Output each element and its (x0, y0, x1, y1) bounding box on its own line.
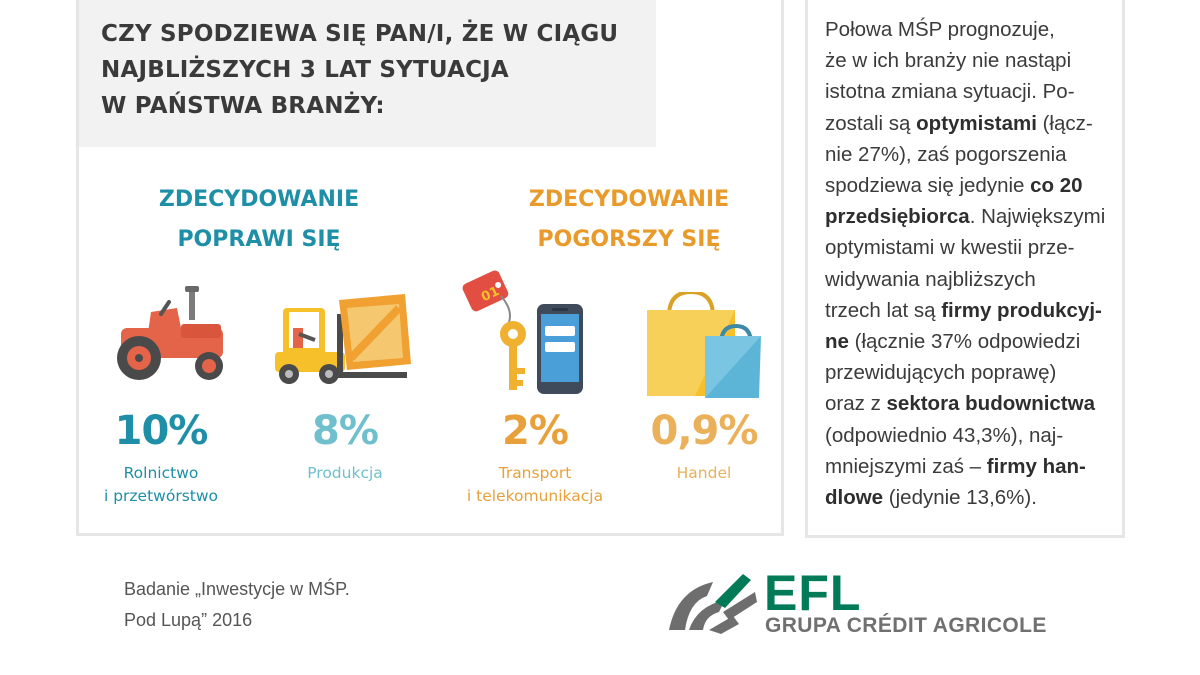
question-header: CZY SPODZIEWA SIĘ PAN/I, ŻE W CIĄGU NAJB… (79, 0, 656, 147)
description-text: Połowa MŚP prognozuje, że w ich branży n… (825, 14, 1121, 513)
value-agriculture: 10% (114, 408, 209, 454)
label-production: Produkcja (307, 464, 383, 482)
description-emphasis: optymistami (916, 111, 1037, 135)
efl-brand: EFL (764, 565, 862, 621)
value-trade: 0,9% (650, 408, 759, 454)
description-segment: Połowa MŚP prognozuje, że w ich branży n… (825, 18, 1075, 135)
label-transport: Transport i telekomunikacja (466, 464, 604, 505)
description-emphasis: firmy han- dlowe (825, 454, 1086, 510)
value-transport: 2% (502, 408, 569, 454)
description-emphasis: co 20 przedsiębiorca (825, 174, 1083, 229)
tractor-icon (117, 286, 223, 380)
description-panel: Połowa MŚP prognozuje, że w ich branży n… (805, 0, 1125, 538)
description-segment: (łącz- nie 27%), zaś pogorszenia spodzie… (825, 111, 1093, 198)
description-segment: (łącznie 37% odpowiedzi przewidujących p… (825, 330, 1081, 416)
value-production: 8% (312, 408, 379, 454)
description-segment: (jedynie 13,6%). (883, 486, 1037, 510)
improve-heading: ZDECYDOWANIE POPRAWI SIĘ (158, 187, 360, 252)
label-agriculture: Rolnictwo i przetwórstwo (103, 464, 219, 505)
shopping-bags-icon (647, 292, 761, 398)
description-segment: . Największymi optymistami w kwestii prz… (825, 205, 1106, 322)
key-phone-icon: 01 (462, 270, 583, 394)
forklift-icon (275, 294, 411, 384)
description-emphasis: sektora budownictwa (886, 392, 1095, 416)
description-emphasis: firmy produkcyj- ne (825, 298, 1102, 354)
key-tag-text: 01 (479, 284, 502, 305)
label-trade: Handel (676, 464, 732, 482)
worsen-heading: ZDECYDOWANIE POGORSZY SIĘ (528, 187, 730, 252)
efl-logo: EFL GRUPA CRÉDIT AGRICOLE (663, 565, 1083, 640)
description-segment: (odpowiednio 43,3%), naj- mniejszymi zaś… (825, 423, 1064, 478)
survey-question: CZY SPODZIEWA SIĘ PAN/I, ŻE W CIĄGU NAJB… (101, 21, 619, 119)
survey-panel: CZY SPODZIEWA SIĘ PAN/I, ŻE W CIĄGU NAJB… (76, 0, 784, 536)
source-note: Badanie „Inwestycje w MŚP. Pod Lupą” 201… (124, 579, 350, 630)
credit-agricole-logo-icon (669, 574, 757, 634)
efl-subtitle: GRUPA CRÉDIT AGRICOLE (765, 614, 1047, 637)
